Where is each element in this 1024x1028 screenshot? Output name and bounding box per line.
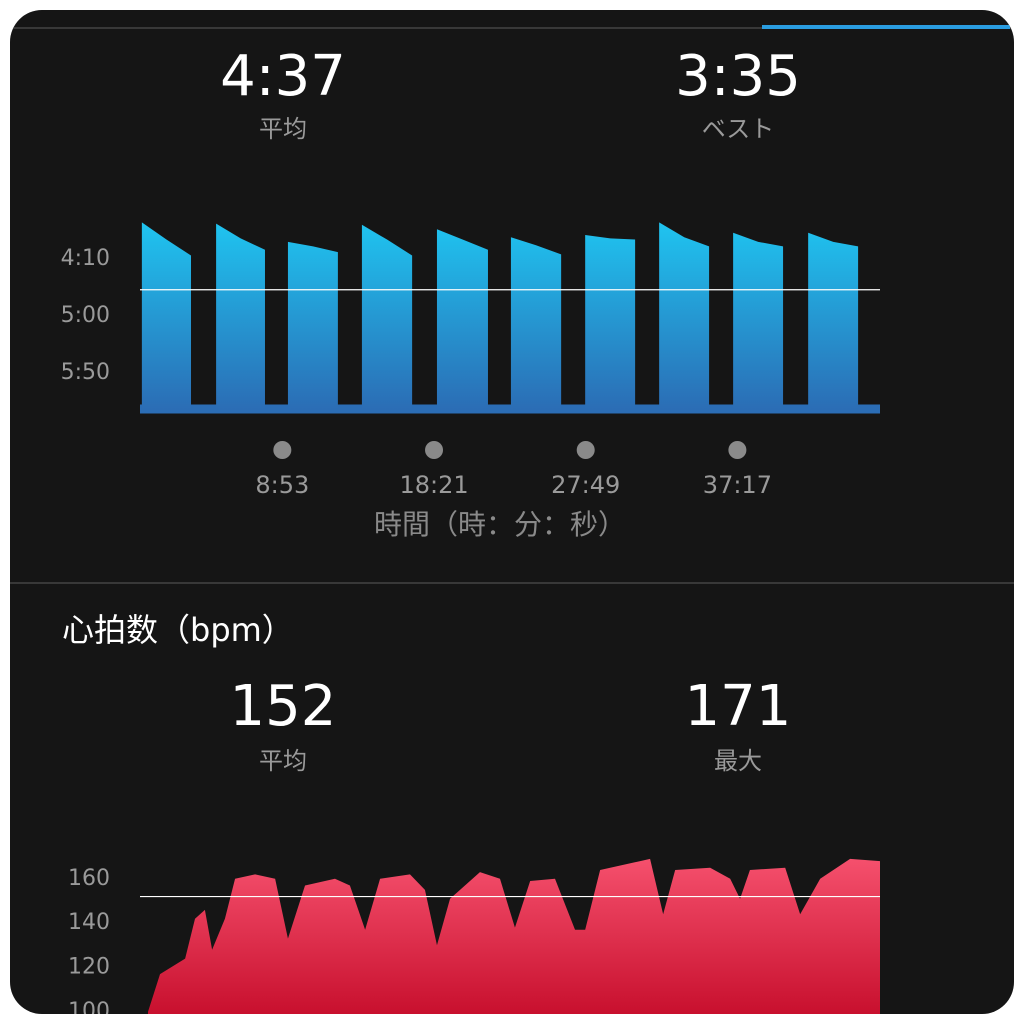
x-tick-label: 37:17 [703, 471, 772, 499]
x-tick-dot [425, 441, 444, 459]
x-tick-label: 18:21 [399, 471, 468, 499]
stat-caption: ベスト [702, 115, 774, 143]
stat-caption: 最大 [714, 747, 762, 775]
area [148, 858, 881, 1014]
y-tick-label: 120 [68, 954, 110, 979]
x-tick-dot [728, 441, 747, 459]
y-tick-label: 5:00 [61, 303, 110, 328]
y-tick-label: 160 [68, 866, 110, 891]
x-axis-label: 時間（時：分：秒） [374, 508, 626, 541]
y-tick-label: 5:50 [61, 360, 110, 385]
stat-value: 152 [230, 674, 337, 739]
x-tick-label: 8:53 [255, 471, 309, 499]
y-tick-label: 4:10 [61, 246, 110, 271]
y-tick-label: 140 [68, 910, 110, 935]
y-tick-label: 100 [68, 999, 110, 1024]
stat-value: 3:35 [675, 44, 801, 109]
section-title: 心拍数（bpm） [62, 611, 294, 649]
x-tick-dot [576, 441, 595, 459]
stat-value: 4:37 [220, 44, 346, 109]
stat-caption: 平均 [259, 115, 307, 143]
x-tick-label: 27:49 [551, 471, 620, 499]
x-tick-dot [273, 441, 292, 459]
baseline-strip [140, 404, 880, 414]
stat-caption: 平均 [259, 747, 307, 775]
area [141, 222, 859, 410]
stat-value: 171 [685, 674, 792, 739]
